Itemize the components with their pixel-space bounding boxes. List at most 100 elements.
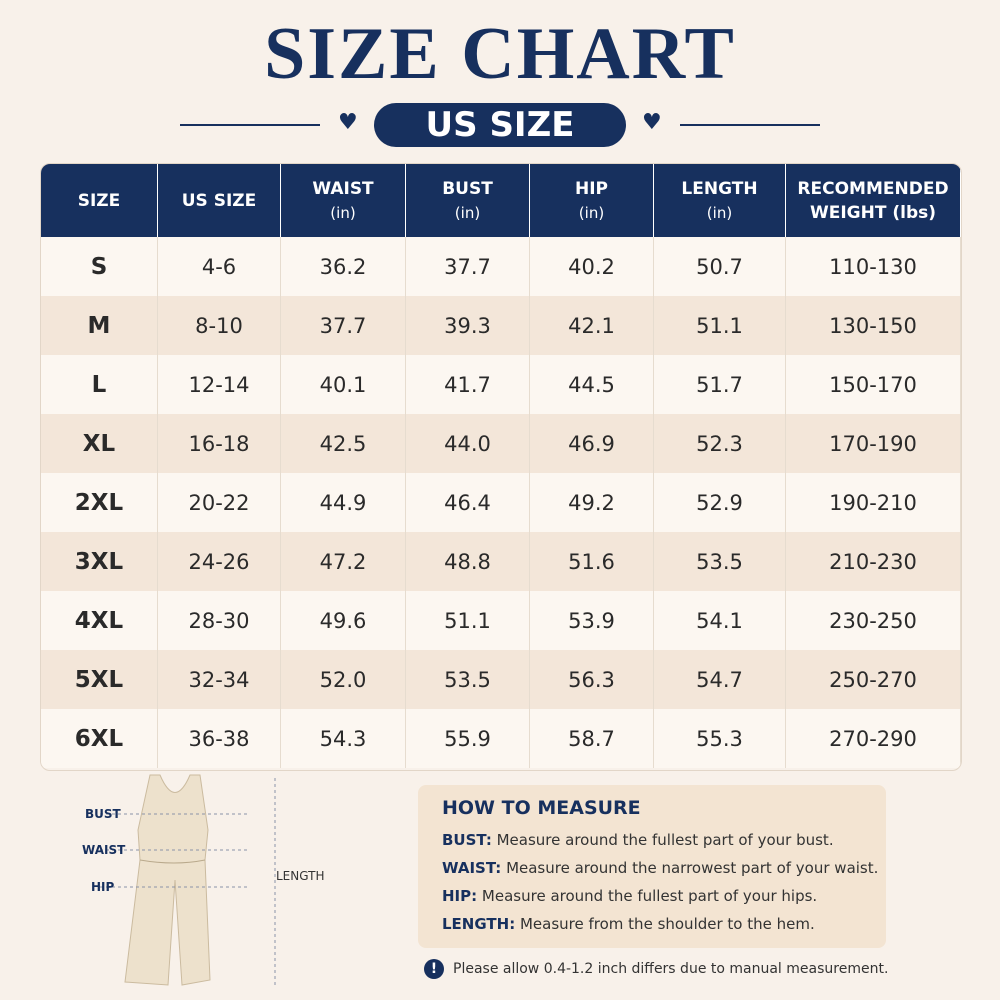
heart: ♥ [642,110,662,135]
table-cell: 250-270 [786,650,961,709]
table-cell: 54.1 [654,591,786,650]
table-cell: 32-34 [158,650,281,709]
table-cell: 37.7 [281,296,406,355]
measure-item: WAIST: Measure around the narrowest part… [442,859,878,877]
measure-title: HOW TO MEASURE [442,797,641,819]
table-cell: 36-38 [158,709,281,768]
table-cell: 54.7 [654,650,786,709]
jumpsuit-diagram [100,774,276,986]
table-cell: 50.7 [654,237,786,296]
measure-text: Measure from the shoulder to the hem. [519,915,815,933]
table-cell: 36.2 [281,237,406,296]
header-text: WEIGHT (lbs) [809,202,937,223]
measure-text: Measure around the fullest part of your … [496,831,834,849]
table-cell: 16-18 [158,414,281,473]
table-cell: 51.7 [654,355,786,414]
table-cell: 270-290 [786,709,961,768]
table-cell: 6XL [41,709,158,768]
table-cell: 210-230 [786,532,961,591]
table-cell: 46.4 [406,473,530,532]
table-cell: 150-170 [786,355,961,414]
measure-term: HIP: [442,887,478,905]
header-text: HIP [574,178,608,199]
table-cell: 28-30 [158,591,281,650]
rule [180,124,320,126]
header-text: BUST [442,178,493,199]
table-cell: S [41,237,158,296]
header-text: LENGTH [681,178,758,199]
table-cell: 53.5 [406,650,530,709]
table-cell: 44.5 [530,355,654,414]
table-cell: 51.6 [530,532,654,591]
table-cell: 49.2 [530,473,654,532]
note: Please allow 0.4-1.2 inch differs due to… [453,961,889,977]
waistband [139,859,206,864]
subtitle: US SIZE [374,103,626,147]
header-text: (in) [706,203,733,222]
measure-term: LENGTH: [442,915,516,933]
size-table: SIZE US SIZE WAIST (in) BUST (in) HIP (in) LENGT… [40,163,962,771]
table-cell: 110-130 [786,237,961,296]
info-icon: ! [424,959,444,979]
table-cell: 4XL [41,591,158,650]
table-cell: 52.9 [654,473,786,532]
table-cell: 52.0 [281,650,406,709]
table-cell: 52.3 [654,414,786,473]
measure-text: Measure around the fullest part of your … [481,887,818,905]
table-cell: 230-250 [786,591,961,650]
header-text: SIZE [77,190,121,211]
heart: ♥ [338,110,358,135]
diagram-label: BUST [85,807,121,821]
diagram-label: HIP [91,880,115,894]
rule [680,124,820,126]
header-cell: SIZE [41,164,158,237]
table-cell: 44.9 [281,473,406,532]
header-text: WAIST [312,178,374,199]
jumpsuit [124,774,211,986]
table-cell: 53.9 [530,591,654,650]
header-text: US SIZE [181,190,257,211]
table-cell: 42.1 [530,296,654,355]
header-cell: LENGTH (in) [654,164,786,237]
table-cell: 40.1 [281,355,406,414]
table-cell: 170-190 [786,414,961,473]
table-cell: 12-14 [158,355,281,414]
measure-item: BUST: Measure around the fullest part of… [442,831,834,849]
table-cell: 3XL [41,532,158,591]
table-cell: 4-6 [158,237,281,296]
table-cell: XL [41,414,158,473]
table-cell: 190-210 [786,473,961,532]
measure-term: BUST: [442,831,492,849]
table-cell: 42.5 [281,414,406,473]
table-cell: 20-22 [158,473,281,532]
table-cell: 24-26 [158,532,281,591]
header-cell: US SIZE [158,164,281,237]
header-cell: HIP (in) [530,164,654,237]
table-cell: 5XL [41,650,158,709]
table-cell: 46.9 [530,414,654,473]
table-cell: 37.7 [406,237,530,296]
header-text: (in) [330,203,356,222]
measure-text: Measure around the narrowest part of you… [506,859,879,877]
measure-box [418,785,886,948]
measure-term: WAIST: [442,859,502,877]
table-cell: 54.3 [281,709,406,768]
table-cell: 130-150 [786,296,961,355]
table-cell: 48.8 [406,532,530,591]
table-cell: 56.3 [530,650,654,709]
table-cell: 47.2 [281,532,406,591]
header-cell: RECOMMENDED WEIGHT (lbs) [786,164,961,237]
title: SIZE CHART [264,13,736,95]
header-text: (in) [578,203,605,222]
table-cell: 44.0 [406,414,530,473]
table-cell: 8-10 [158,296,281,355]
header-cell: BUST (in) [406,164,530,237]
table-cell: 55.9 [406,709,530,768]
table-cell: 49.6 [281,591,406,650]
measure-item: HIP: Measure around the fullest part of … [442,887,817,905]
header-cell: WAIST (in) [281,164,406,237]
table-cell: 53.5 [654,532,786,591]
header-text: RECOMMENDED [797,178,949,199]
table-cell: 58.7 [530,709,654,768]
